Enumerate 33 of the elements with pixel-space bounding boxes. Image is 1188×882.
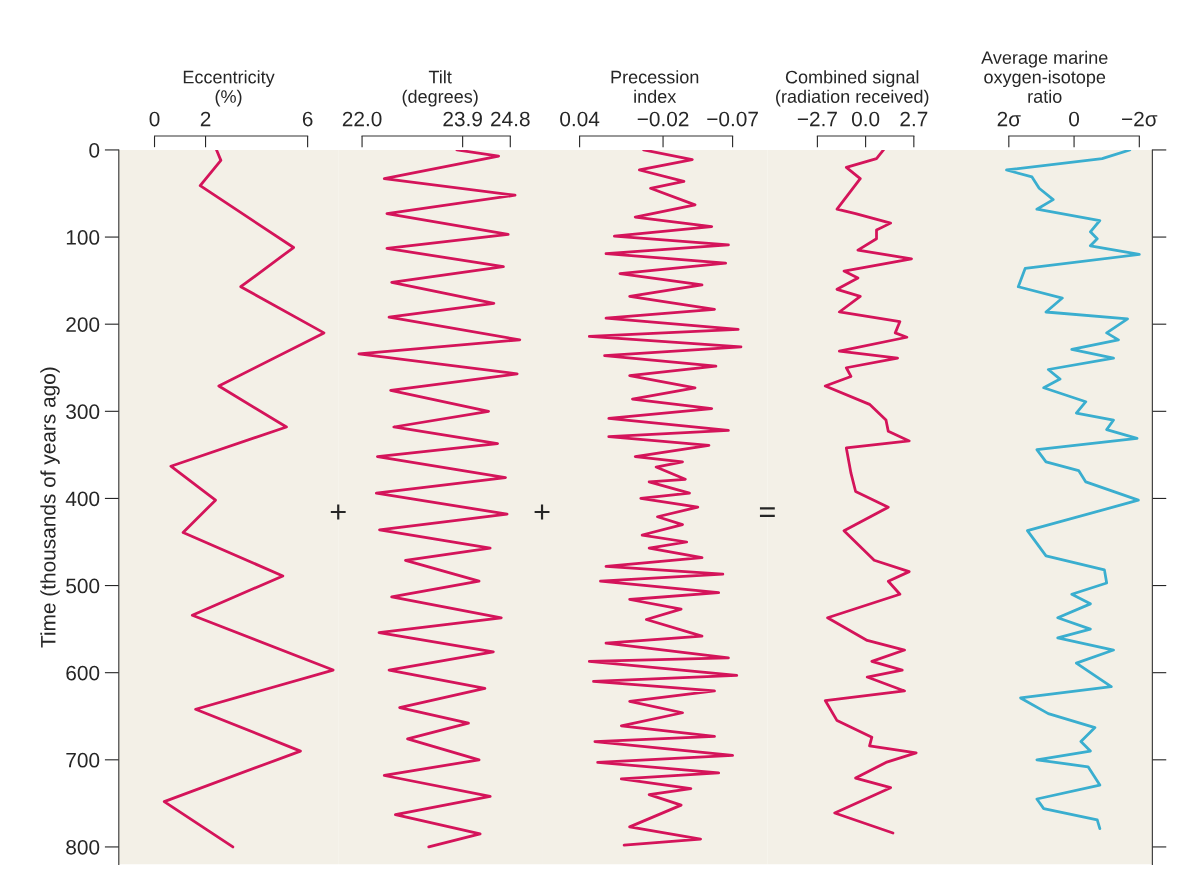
x-tick-label: 2 <box>200 111 211 127</box>
x-tick-label: 24.8 <box>491 111 530 127</box>
x-tick-label: −2σ <box>1122 111 1158 127</box>
y-tick-label: 500 <box>66 578 100 594</box>
y-axis-title: Time (thousands of years ago) <box>40 367 60 648</box>
y-tick-label: 200 <box>66 317 100 332</box>
annotation: + <box>534 504 550 520</box>
x-axis-title: Tilt (degrees) <box>402 70 478 107</box>
y-tick-label: 100 <box>66 230 100 245</box>
x-tick-label: 2σ <box>997 111 1021 127</box>
x-tick-label: −0.02 <box>637 111 689 127</box>
x-tick-label: 0 <box>149 111 160 127</box>
x-tick-label: 6 <box>302 111 313 127</box>
y-tick-label: 300 <box>66 404 100 420</box>
y-tick-label: 600 <box>66 665 100 681</box>
x-axis-title: Precession index <box>611 70 699 103</box>
x-tick-label: 0 <box>1069 111 1080 127</box>
x-axis-title: Combined signal (radiation received) <box>776 70 929 107</box>
x-tick-label: 23.9 <box>443 111 482 127</box>
y-tick-label: 400 <box>65 491 100 507</box>
x-axis-title: Eccentricity (%) <box>183 70 275 107</box>
x-tick-label: −0.07 <box>707 111 758 127</box>
x-tick-label: 22.0 <box>342 111 382 127</box>
x-tick-label: 2.7 <box>900 111 928 127</box>
x-tick-label: −2.7 <box>797 111 837 127</box>
x-tick-label: 0.0 <box>851 111 880 127</box>
y-tick-label: 700 <box>66 752 100 768</box>
annotation: = <box>759 507 775 518</box>
x-tick-label: 0.04 <box>560 111 600 127</box>
y-tick-label: 0 <box>89 142 100 158</box>
annotation: + <box>330 504 346 520</box>
x-axis-title: Average marine oxygen-isotope ratio <box>981 50 1108 103</box>
y-tick-label: 800 <box>66 839 100 855</box>
